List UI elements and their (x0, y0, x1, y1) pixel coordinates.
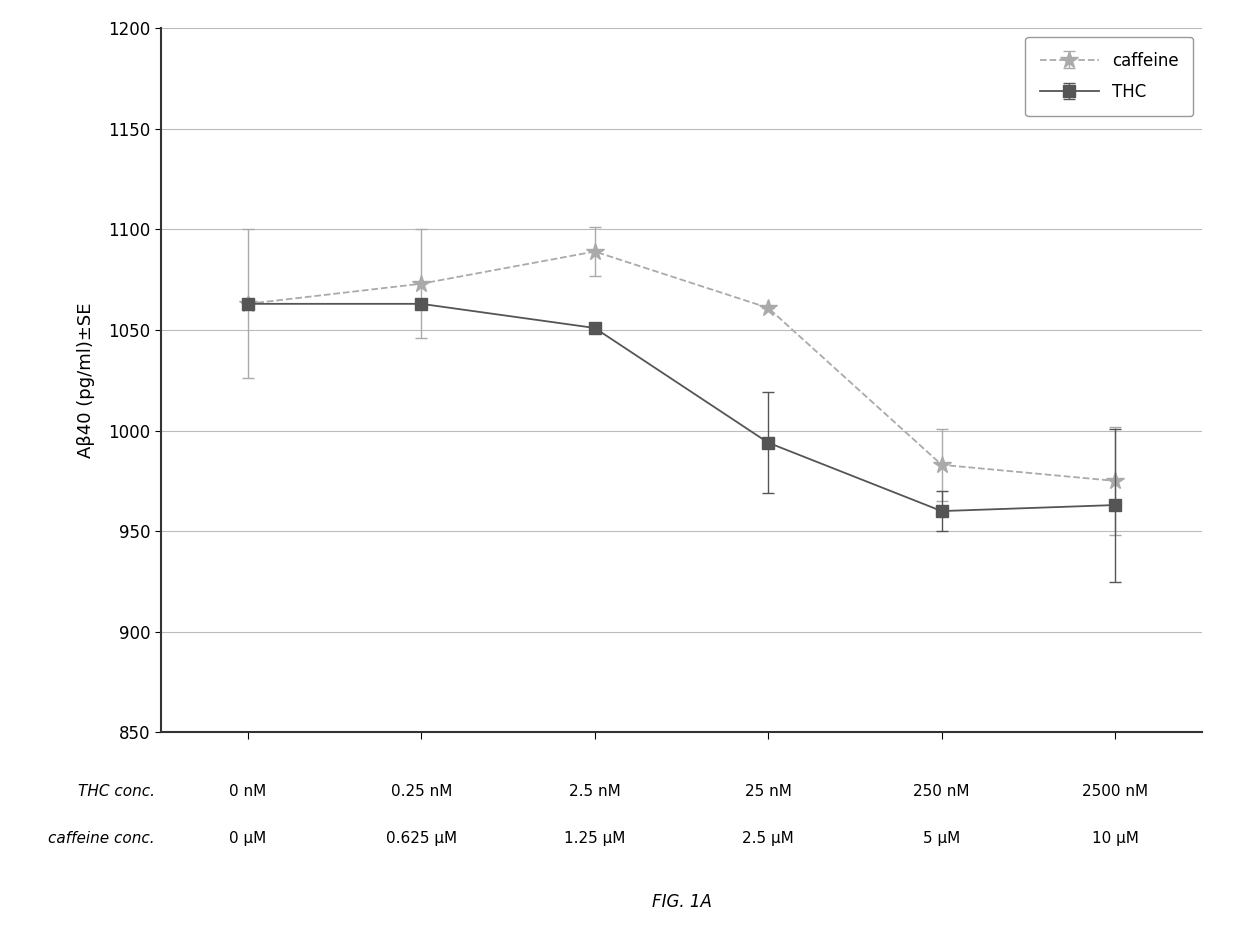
Text: 0.625 μM: 0.625 μM (385, 831, 457, 846)
Text: 0 nM: 0 nM (229, 784, 266, 799)
Y-axis label: Aβ40 (pg/ml)±SE: Aβ40 (pg/ml)±SE (77, 302, 94, 458)
Text: FIG. 1A: FIG. 1A (652, 893, 711, 911)
Text: 250 nM: 250 nM (913, 784, 970, 799)
Legend: caffeine, THC: caffeine, THC (1025, 37, 1193, 115)
Text: 10 μM: 10 μM (1092, 831, 1139, 846)
Text: 2.5 μM: 2.5 μM (742, 831, 794, 846)
Text: 5 μM: 5 μM (923, 831, 960, 846)
Text: 0.25 nM: 0.25 nM (390, 784, 452, 799)
Text: 2.5 nM: 2.5 nM (569, 784, 621, 799)
Text: caffeine conc.: caffeine conc. (48, 831, 155, 846)
Text: 1.25 μM: 1.25 μM (564, 831, 626, 846)
Text: THC conc.: THC conc. (78, 784, 155, 799)
Text: 2500 nM: 2500 nM (1082, 784, 1149, 799)
Text: 25 nM: 25 nM (745, 784, 792, 799)
Text: 0 μM: 0 μM (229, 831, 266, 846)
